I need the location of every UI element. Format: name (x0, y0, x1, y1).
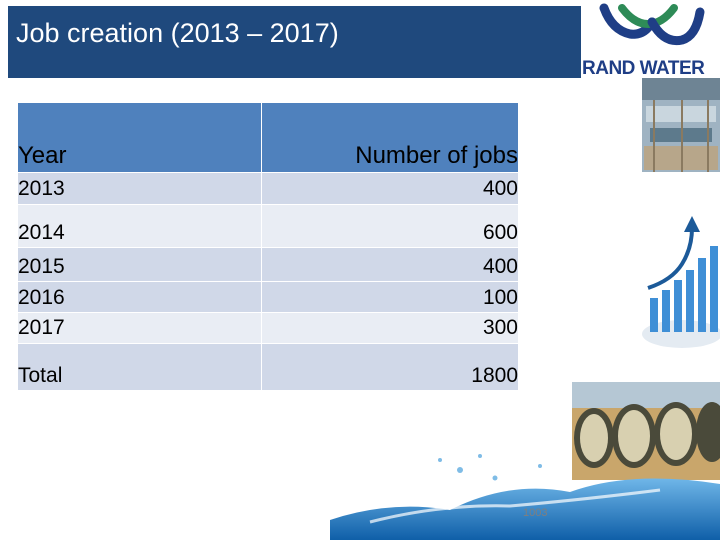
total-jobs: 1800 (471, 364, 518, 387)
row-jobs: 300 (482, 316, 518, 339)
rand-water-logo: RAND WATER (582, 0, 720, 82)
header-year: Year (18, 142, 67, 169)
table-row: 2016 100 (18, 281, 518, 312)
growth-chart-photo (642, 206, 720, 354)
jobs-table: Year Number of jobs 2013 400 2014 600 20… (18, 103, 518, 390)
row-year: 2016 (18, 286, 65, 309)
table-row: 2013 400 (18, 172, 518, 204)
row-jobs: 400 (482, 255, 518, 278)
row-year: 2015 (18, 255, 65, 278)
row-jobs: 100 (482, 286, 518, 309)
header-jobs: Number of jobs (355, 142, 518, 169)
page-number: 1003 (523, 507, 548, 519)
table-header-row: Year Number of jobs (18, 103, 518, 172)
title-bar: Job creation (2013 – 2017) (8, 6, 581, 78)
header-jobs-cell: Number of jobs (261, 103, 518, 172)
rand-water-logo-icon (599, 3, 705, 46)
table-row: 2014 600 (18, 204, 518, 247)
total-label: Total (18, 364, 63, 387)
header-year-cell: Year (18, 103, 261, 172)
pipes-photo (572, 382, 720, 480)
row-year: 2014 (18, 221, 65, 244)
water-plant-photo (642, 78, 720, 172)
slide-title: Job creation (2013 – 2017) (16, 18, 339, 48)
row-jobs: 400 (482, 177, 518, 200)
water-splash-graphic (330, 440, 720, 540)
table-row: 2015 400 (18, 247, 518, 281)
table-row: 2017 300 (18, 312, 518, 343)
row-year: 2013 (18, 177, 65, 200)
table-total-row: Total 1800 (18, 343, 518, 390)
row-year: 2017 (18, 316, 65, 339)
row-jobs: 600 (482, 221, 518, 244)
logo-text: RAND WATER (582, 58, 705, 79)
